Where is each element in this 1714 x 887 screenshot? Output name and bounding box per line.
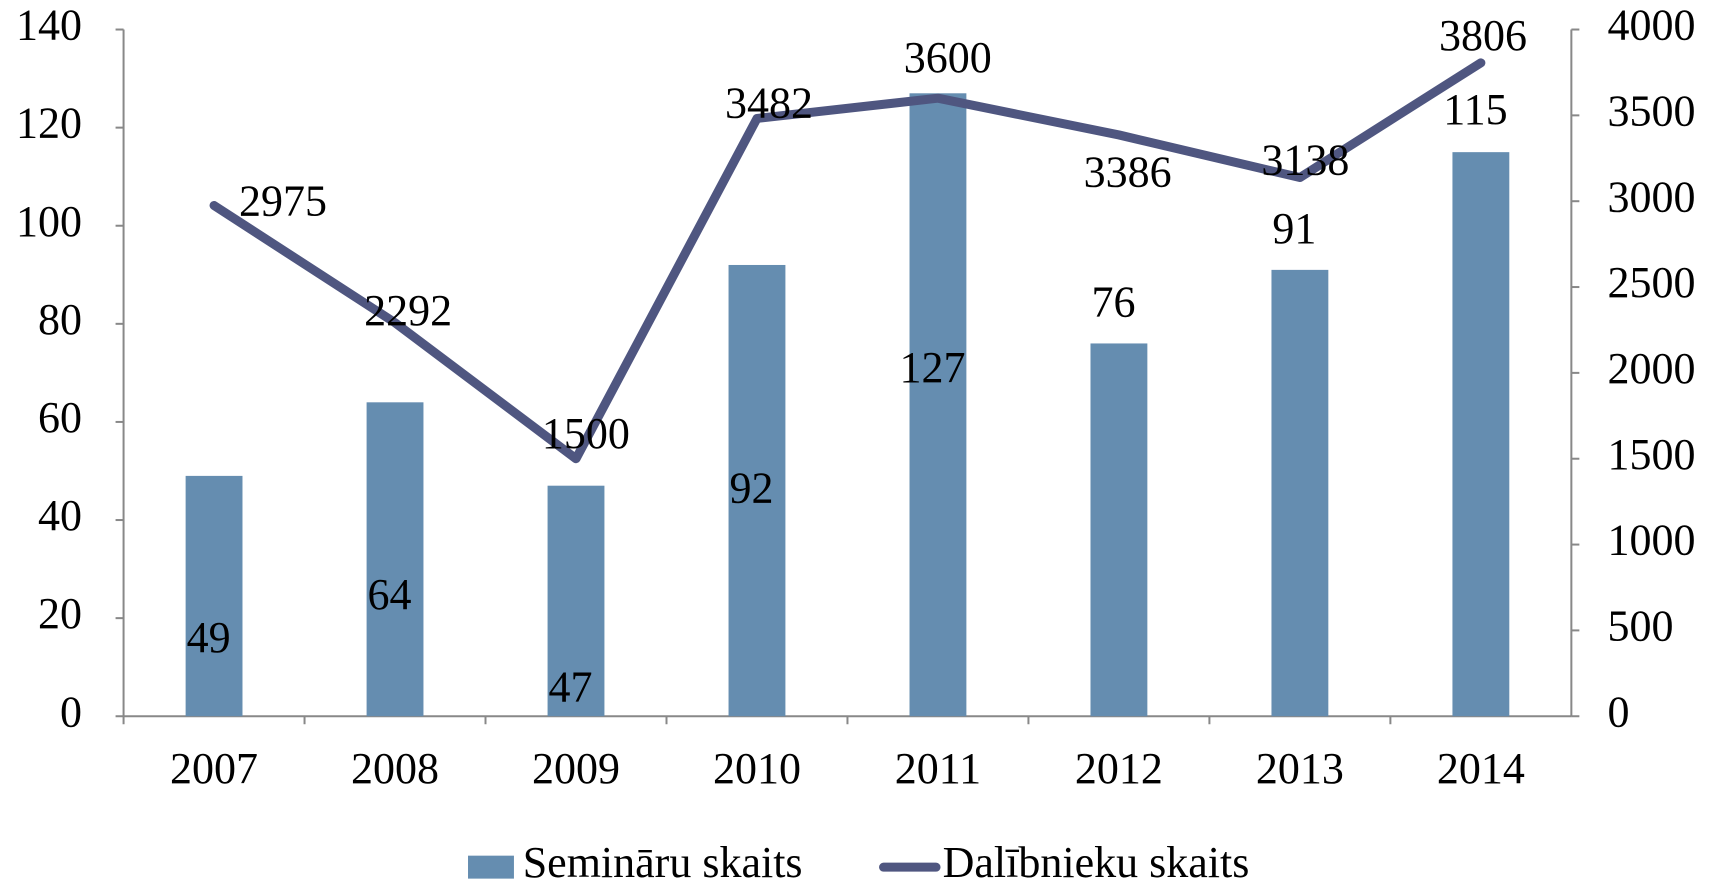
data-label: 3138 [1261,135,1349,184]
data-label: 2975 [239,177,327,226]
data-label: 47 [549,662,593,711]
legend-label: Semināru skaits [523,838,803,887]
bar [1452,152,1510,717]
data-label: 2292 [364,286,452,335]
y-tick-label: 20 [38,589,82,638]
bar [185,475,243,717]
legend-swatch [468,855,514,879]
y-tick-label: 80 [38,295,82,344]
line [209,58,1486,464]
data-label: 64 [368,570,412,619]
bar [909,93,967,717]
y-tick-label: 60 [38,393,82,442]
bar [366,402,424,717]
y2-tick-label: 0 [1607,687,1629,736]
data-label: 127 [899,343,965,392]
x-tick-label: 2009 [532,744,620,793]
x-tick-label: 2013 [1256,744,1344,793]
y2-tick-label: 2500 [1607,258,1695,307]
data-label: 3386 [1084,148,1172,197]
x-tick-label: 2008 [351,744,439,793]
data-label: 3482 [725,79,813,128]
y2-tick-label: 3500 [1607,86,1695,135]
y-tick-label: 100 [16,197,82,246]
y2-tick-label: 2000 [1607,344,1695,393]
y2-tick-label: 500 [1607,601,1673,650]
y2-tick-label: 4000 [1607,1,1695,50]
data-label: 1500 [542,409,630,458]
legend-label: Dalībnieku skaits [943,838,1250,887]
bar [1090,343,1148,717]
bar [1271,269,1329,717]
data-label: 49 [187,613,231,662]
y-tick-label: 120 [16,99,82,148]
y2-tick-label: 1000 [1607,516,1695,565]
x-tick-label: 2011 [895,744,981,793]
data-label: 91 [1272,204,1316,253]
y2-tick-label: 3000 [1607,172,1695,221]
y2-tick-label: 1500 [1607,430,1695,479]
data-label: 76 [1091,277,1135,326]
x-tick-label: 2007 [170,744,258,793]
bar [728,264,786,717]
y-tick-label: 0 [60,687,82,736]
data-label: 3600 [904,33,992,82]
data-label: 115 [1443,85,1507,134]
x-tick-label: 2010 [713,744,801,793]
data-label: 3806 [1439,11,1527,60]
y-tick-label: 140 [16,1,82,50]
x-tick-label: 2012 [1075,744,1163,793]
y-tick-label: 40 [38,491,82,540]
bar [547,485,605,717]
data-label: 92 [730,464,774,513]
x-tick-label: 2014 [1437,744,1525,793]
